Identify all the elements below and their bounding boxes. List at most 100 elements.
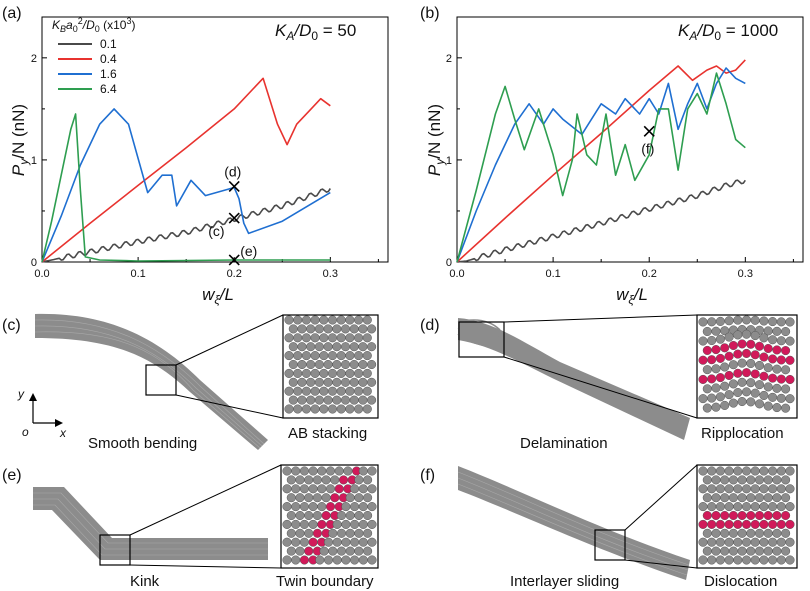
atom (698, 555, 708, 565)
atom (750, 555, 760, 565)
atom (349, 377, 359, 387)
atom (328, 528, 338, 538)
y-tick-label: 2 (31, 53, 37, 65)
atom (288, 324, 298, 334)
atom (354, 493, 364, 503)
atom (345, 404, 355, 414)
zoom-line (624, 559, 698, 569)
atom (707, 502, 717, 512)
atom (312, 493, 322, 503)
atom (304, 528, 314, 538)
sim-label-c-left: Smooth bending (88, 435, 197, 452)
atom (314, 359, 324, 370)
atom (711, 364, 721, 374)
legend-label: 0.1 (100, 37, 117, 51)
atom (306, 359, 316, 370)
atom (711, 510, 721, 521)
atom (768, 502, 778, 512)
atom (325, 502, 336, 512)
atom (720, 343, 730, 353)
legend-a: KBa02/D0 (x103) 0.10.41.66.4 (52, 16, 135, 96)
atom (776, 537, 786, 547)
atom (772, 326, 782, 336)
ylabel-a: Py/N (nN) (9, 104, 31, 176)
atom (772, 475, 782, 485)
atom (336, 315, 346, 325)
atom (297, 342, 307, 352)
atom (345, 493, 355, 503)
atom (345, 528, 355, 538)
zoom-line (129, 564, 282, 569)
atom (702, 403, 712, 413)
atom (728, 475, 738, 485)
atom (785, 317, 795, 327)
atom (698, 336, 708, 346)
atom (724, 555, 734, 565)
atom (306, 342, 316, 352)
sim-label-d-left: Delamination (520, 435, 608, 452)
atom (785, 484, 795, 494)
inset-atoms-e (282, 466, 377, 565)
atom (728, 546, 738, 556)
atom (707, 335, 717, 346)
atom (737, 358, 747, 368)
atom (319, 333, 329, 343)
atom (293, 368, 303, 378)
atom (776, 502, 786, 512)
atom (284, 386, 294, 396)
zoom-line (175, 394, 284, 419)
atom (341, 537, 351, 547)
atom (295, 546, 305, 556)
atom (702, 365, 712, 375)
atom (781, 546, 791, 556)
atom (291, 502, 301, 512)
atom (746, 546, 756, 556)
marker-label: (f) (641, 140, 654, 156)
atom (763, 528, 773, 538)
atom (776, 519, 786, 529)
atom (358, 502, 368, 512)
atom (741, 502, 752, 512)
atom (297, 377, 307, 387)
atom (362, 368, 372, 378)
sim-label-e-left: Kink (130, 573, 160, 590)
atom (284, 315, 294, 325)
bilayer-ribbon-c (35, 313, 268, 450)
atom (354, 404, 364, 414)
atom (345, 546, 355, 556)
panel-label-c: (c) (2, 317, 21, 334)
atom (763, 493, 773, 503)
atom (768, 354, 778, 364)
atom (304, 546, 314, 556)
atom (336, 386, 346, 396)
atom (354, 333, 364, 343)
atom (308, 502, 318, 512)
atom (304, 475, 314, 485)
series-line-0.4 (456, 59, 746, 263)
atom (325, 466, 336, 476)
y-tick-label: 2 (446, 53, 452, 65)
cross-marker (228, 180, 240, 193)
atom (310, 368, 320, 378)
atom (763, 343, 773, 354)
sim-panel-c: (c) y o x Smooth bending AB stacking (2, 313, 379, 452)
atom (750, 502, 760, 512)
atom (785, 519, 795, 529)
atom (310, 333, 320, 343)
atom (772, 345, 782, 355)
atom (733, 484, 743, 494)
atom (301, 404, 311, 414)
atom (737, 528, 747, 538)
atom (358, 324, 368, 334)
bilayer-ribbon-f (458, 466, 690, 580)
atom (724, 370, 734, 380)
atom (297, 359, 307, 370)
cross-marker (228, 212, 240, 224)
atom (323, 377, 333, 387)
atom (332, 377, 342, 387)
atom (343, 466, 353, 476)
atom (715, 334, 725, 344)
atom (306, 395, 316, 405)
panel-label-b: (b) (420, 5, 440, 22)
atom (304, 493, 314, 503)
